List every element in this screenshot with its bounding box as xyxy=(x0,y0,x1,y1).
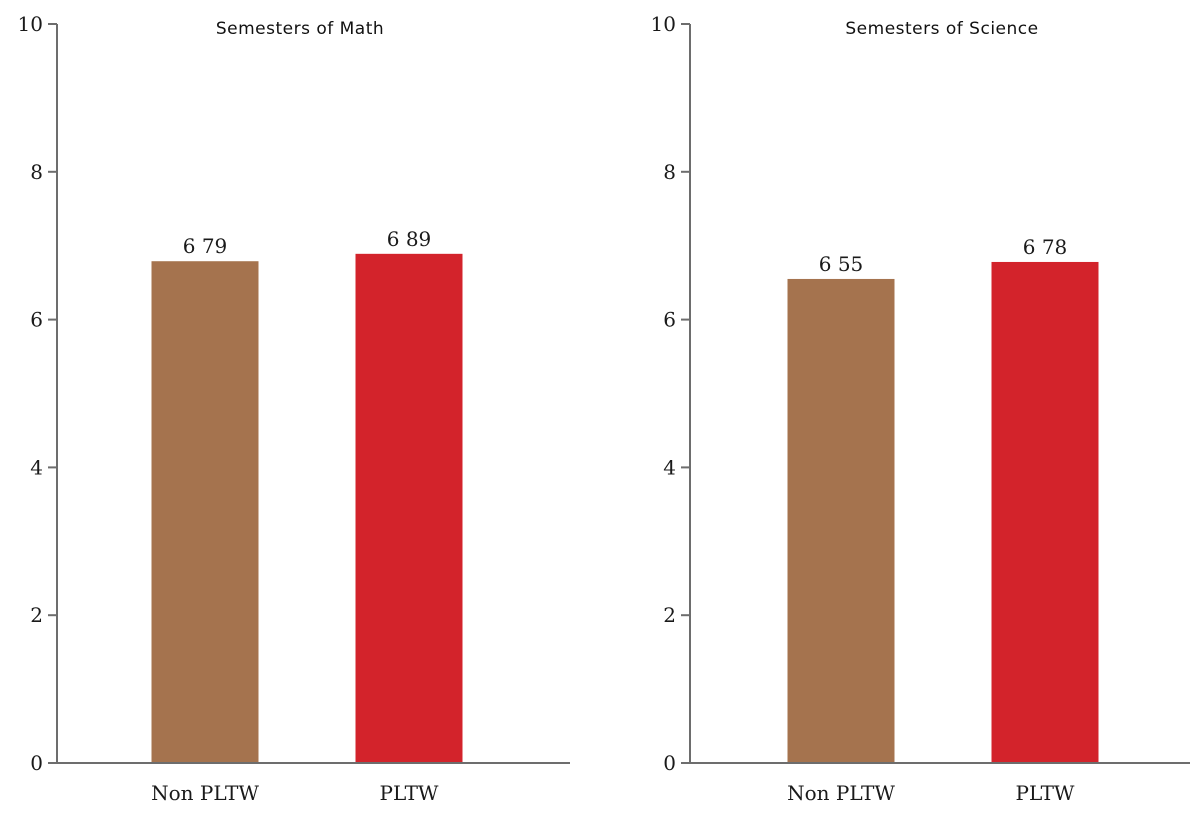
science-chart: 0 2 4 6 8 10 Non PLTW PLTW 6 55 6 78 Semesters of … xyxy=(651,12,1190,805)
science-category-label: PLTW xyxy=(1015,781,1074,805)
math-category-label: Non PLTW xyxy=(151,781,259,805)
math-y-tick-label: 4 xyxy=(30,455,43,479)
math-bar-non-pltw xyxy=(151,261,259,763)
math-data-label: 6 79 xyxy=(183,234,228,258)
science-y-tick-label: 6 xyxy=(663,308,676,332)
science-bar-non-pltw xyxy=(787,278,895,763)
science-y-tick-label: 4 xyxy=(663,455,676,479)
math-chart: 0 2 4 6 8 10 Non PLTW PLTW 6 79 6 89 Semesters of … xyxy=(18,12,570,805)
science-chart-title: Semesters of Science xyxy=(845,19,1038,39)
math-category-label: PLTW xyxy=(379,781,438,805)
science-y-tick-label: 2 xyxy=(663,603,676,627)
science-y-tick-label: 8 xyxy=(663,160,676,184)
math-y-tick-label: 0 xyxy=(30,751,43,775)
math-y-tick-label: 8 xyxy=(30,160,43,184)
science-bar-pltw xyxy=(991,261,1099,763)
science-data-label: 6 78 xyxy=(1023,235,1068,259)
math-data-label: 6 89 xyxy=(387,227,432,251)
math-y-tick-label: 6 xyxy=(30,308,43,332)
science-category-label: Non PLTW xyxy=(787,781,895,805)
science-data-label: 6 55 xyxy=(819,252,864,276)
math-bar-pltw xyxy=(355,253,463,764)
science-y-tick-label: 10 xyxy=(651,12,676,36)
math-y-tick-label: 10 xyxy=(18,12,43,36)
science-y-tick-label: 0 xyxy=(663,751,676,775)
math-y-tick-label: 2 xyxy=(30,603,43,627)
math-chart-title: Semesters of Math xyxy=(216,19,384,39)
